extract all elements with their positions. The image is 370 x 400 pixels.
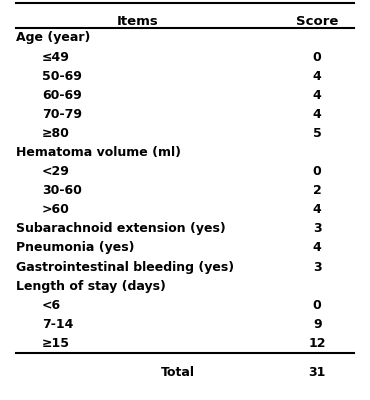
Text: 0: 0 [313, 299, 322, 312]
Text: Gastrointestinal bleeding (yes): Gastrointestinal bleeding (yes) [16, 260, 234, 274]
Text: 2: 2 [313, 184, 322, 197]
Text: Length of stay (days): Length of stay (days) [16, 280, 166, 293]
Text: 70-79: 70-79 [42, 108, 82, 121]
Text: 5: 5 [313, 127, 322, 140]
Text: 31: 31 [309, 366, 326, 379]
Text: Score: Score [296, 15, 339, 28]
Text: Pneumonia (yes): Pneumonia (yes) [16, 242, 135, 254]
Text: ≥15: ≥15 [42, 337, 70, 350]
Text: >60: >60 [42, 203, 70, 216]
Text: Total: Total [161, 366, 195, 379]
Text: 60-69: 60-69 [42, 89, 81, 102]
Text: Hematoma volume (ml): Hematoma volume (ml) [16, 146, 181, 159]
Text: 12: 12 [309, 337, 326, 350]
Text: Age (year): Age (year) [16, 32, 90, 44]
Text: 4: 4 [313, 70, 322, 83]
Text: 7-14: 7-14 [42, 318, 73, 331]
Text: <29: <29 [42, 165, 70, 178]
Text: ≥80: ≥80 [42, 127, 70, 140]
Text: Items: Items [117, 15, 158, 28]
Text: 30-60: 30-60 [42, 184, 82, 197]
Text: 4: 4 [313, 108, 322, 121]
Text: 3: 3 [313, 260, 322, 274]
Text: 4: 4 [313, 203, 322, 216]
Text: 50-69: 50-69 [42, 70, 82, 83]
Text: 4: 4 [313, 242, 322, 254]
Text: 0: 0 [313, 50, 322, 64]
Text: <6: <6 [42, 299, 61, 312]
Text: 9: 9 [313, 318, 322, 331]
Text: 0: 0 [313, 165, 322, 178]
Text: 3: 3 [313, 222, 322, 235]
Text: 4: 4 [313, 89, 322, 102]
Text: Subarachnoid extension (yes): Subarachnoid extension (yes) [16, 222, 226, 235]
Text: ≤49: ≤49 [42, 50, 70, 64]
